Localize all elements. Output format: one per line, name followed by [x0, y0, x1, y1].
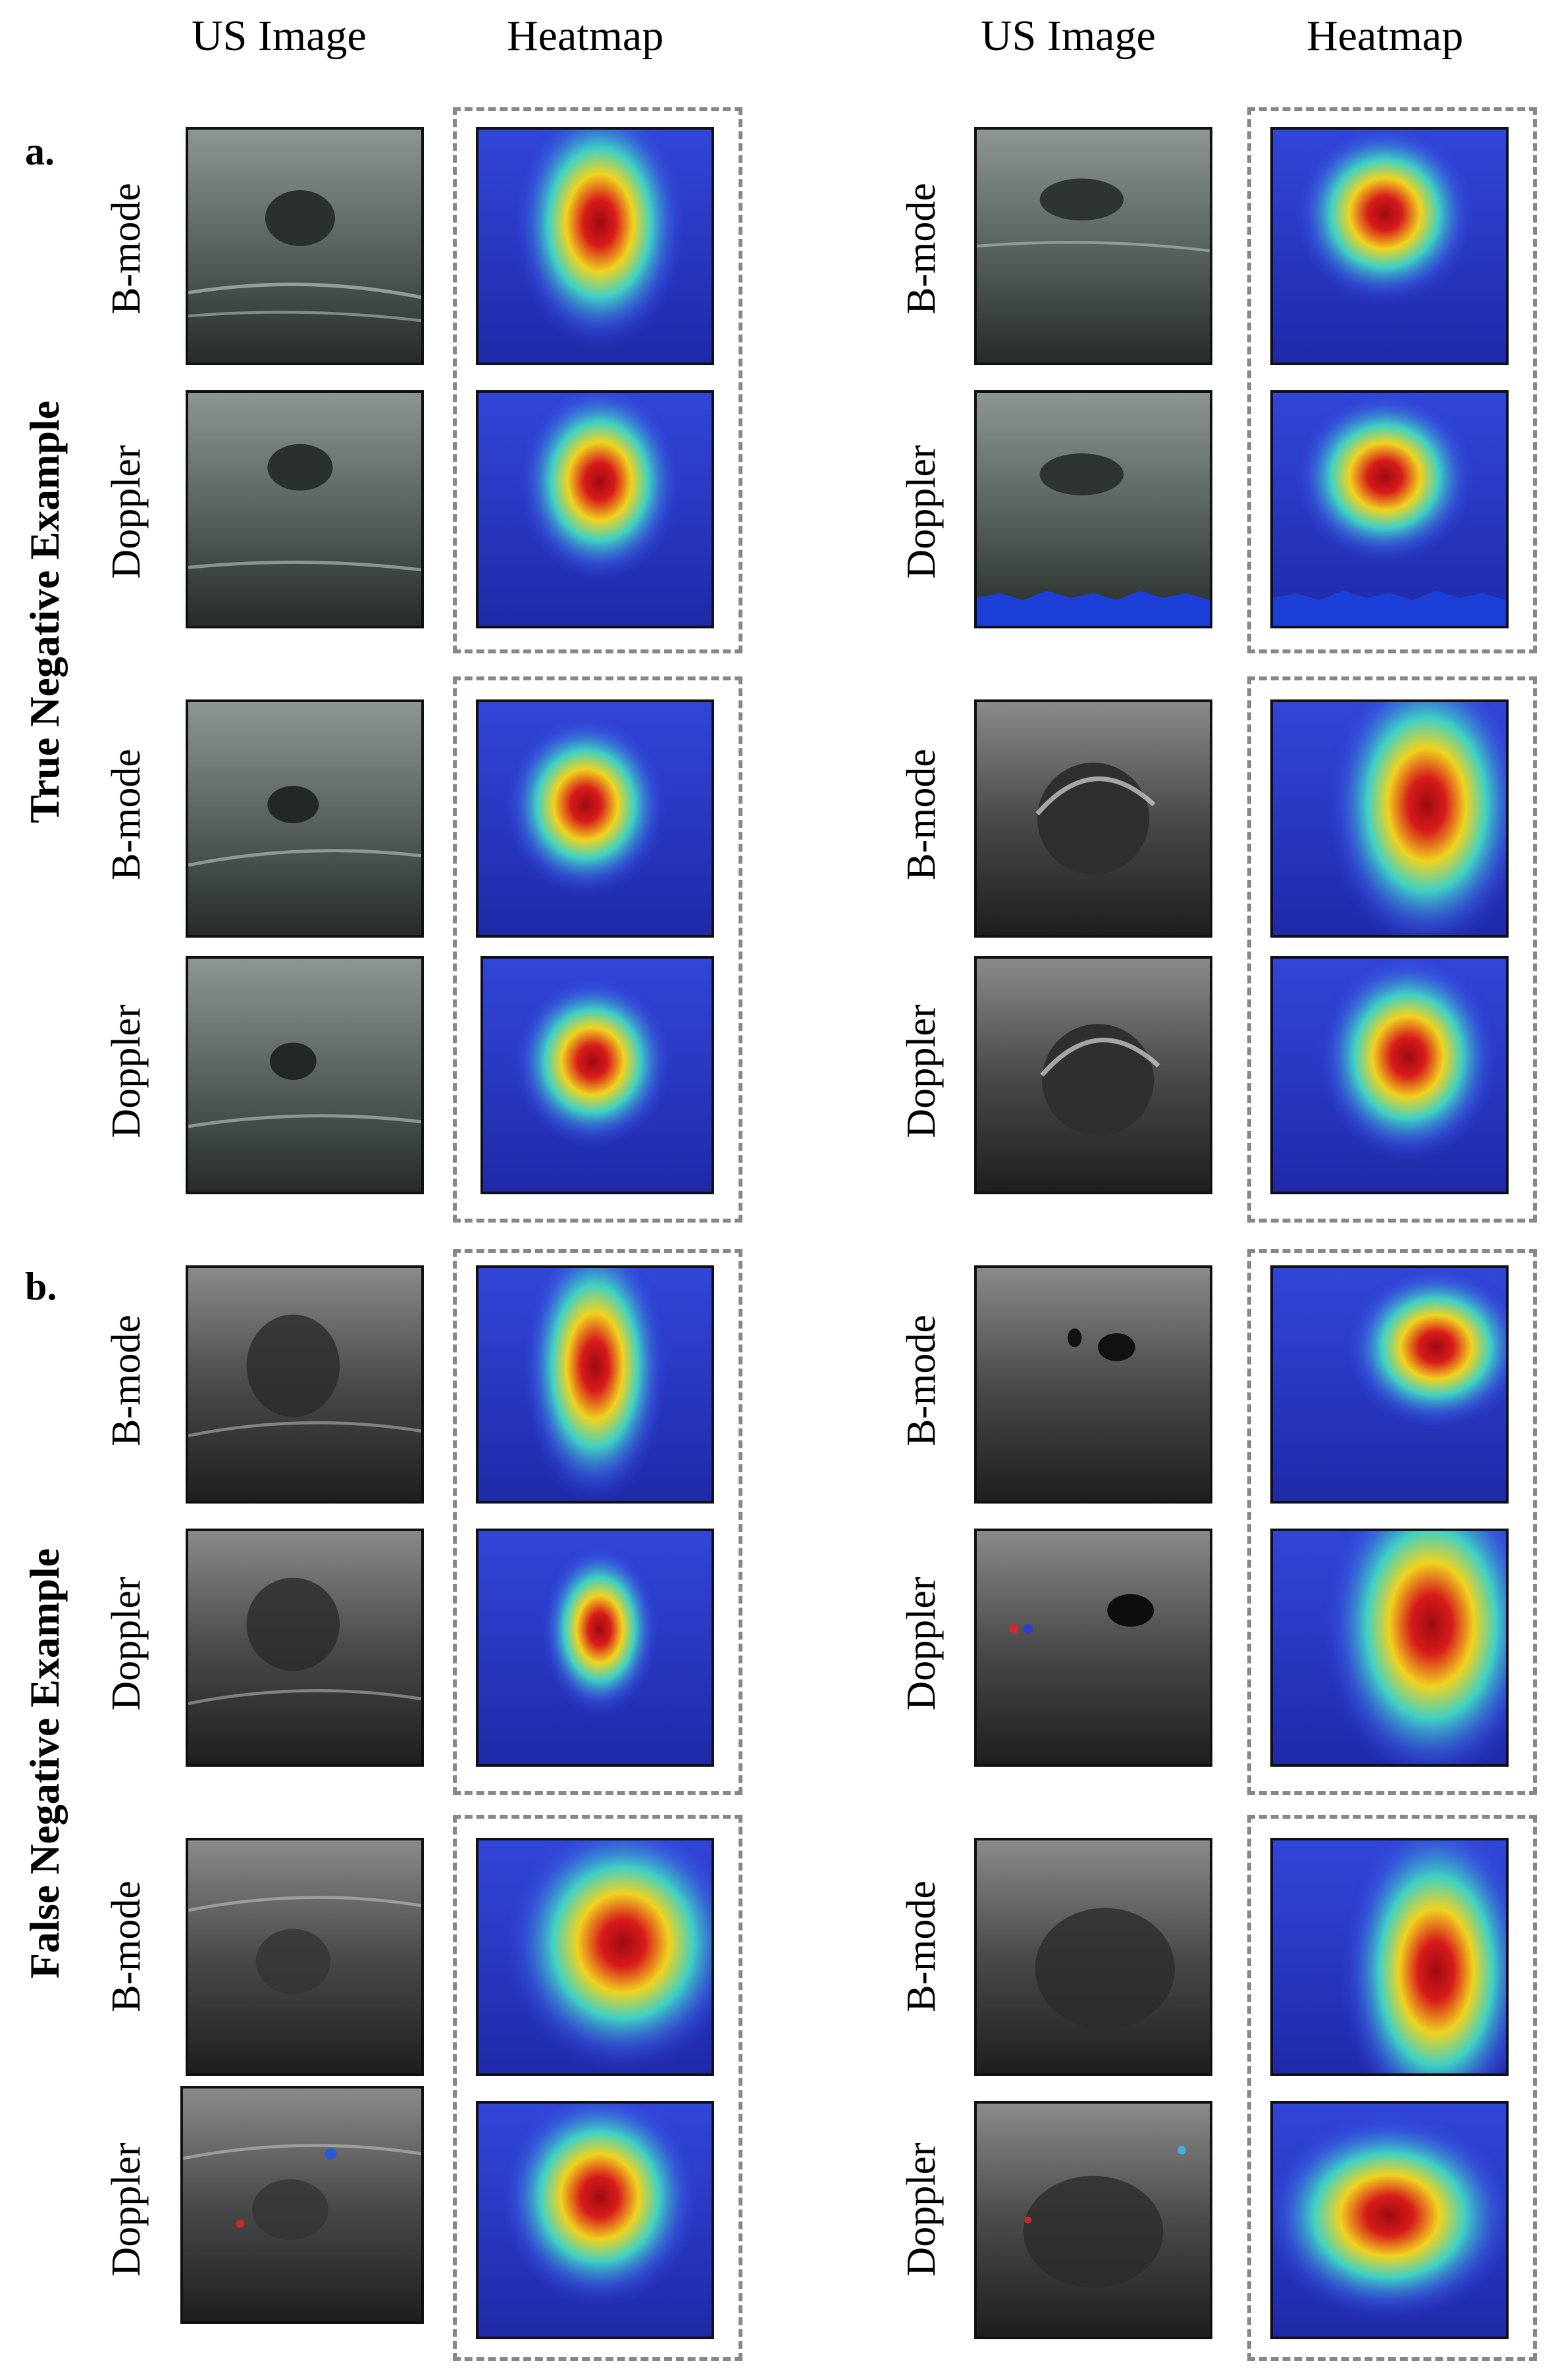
heatmap-image — [1270, 1838, 1509, 2076]
us-image — [974, 1838, 1212, 2076]
us-image — [186, 1838, 424, 2076]
us-image — [180, 2086, 424, 2324]
heatmap-image — [476, 2101, 714, 2339]
heatmap-image — [1270, 1265, 1509, 1504]
us-image — [974, 2101, 1212, 2339]
heatmap-pair-frame — [453, 676, 742, 1223]
heatmap-pair-frame — [1247, 1815, 1537, 2361]
us-image — [186, 1265, 424, 1504]
row-label-bmode: B-mode — [899, 183, 944, 315]
section-a-letter: a. — [25, 130, 55, 173]
row-label-doppler: Doppler — [104, 1577, 149, 1711]
row-label-doppler: Doppler — [104, 445, 149, 579]
heatmap-pair-frame — [453, 107, 742, 653]
section-b-side-label: False Negative Example — [21, 1548, 68, 1979]
us-image — [186, 699, 424, 938]
heatmap-image — [1270, 127, 1509, 365]
us-image — [974, 1529, 1212, 1767]
heatmap-image — [1270, 1529, 1509, 1767]
us-image — [974, 1265, 1212, 1504]
heatmap-image — [476, 127, 714, 365]
us-image — [974, 956, 1212, 1194]
heatmap-image — [480, 956, 714, 1194]
heatmap-pair-frame — [1247, 107, 1537, 653]
header-us-image-right: US Image — [981, 12, 1156, 60]
heatmap-image — [476, 1529, 714, 1767]
header-us-image-left: US Image — [192, 12, 367, 60]
row-label-bmode: B-mode — [104, 1315, 149, 1446]
row-label-bmode: B-mode — [899, 1881, 944, 2012]
section-b-letter: b. — [25, 1265, 57, 1308]
heatmap-image — [476, 1838, 714, 2076]
section-a-side-label: True Negative Example — [21, 400, 68, 824]
us-image — [186, 390, 424, 628]
heatmap-pair-frame — [453, 1249, 742, 1795]
us-image — [186, 1529, 424, 1767]
heatmap-image — [1270, 699, 1509, 938]
heatmap-image — [476, 1265, 714, 1504]
row-label-doppler: Doppler — [899, 2142, 944, 2277]
heatmap-image — [476, 390, 714, 628]
row-label-doppler: Doppler — [104, 1004, 149, 1138]
header-heatmap-left: Heatmap — [507, 12, 664, 60]
heatmap-pair-frame — [453, 1815, 742, 2361]
row-label-bmode: B-mode — [899, 749, 944, 880]
heatmap-image — [476, 699, 714, 938]
row-label-doppler: Doppler — [899, 445, 944, 579]
header-heatmap-right: Heatmap — [1307, 12, 1464, 60]
us-image — [974, 390, 1212, 628]
us-image — [186, 127, 424, 365]
us-image — [186, 956, 424, 1194]
row-label-doppler: Doppler — [899, 1004, 944, 1138]
row-label-doppler: Doppler — [104, 2142, 149, 2277]
us-image — [974, 127, 1212, 365]
heatmap-image — [1270, 2101, 1509, 2339]
row-label-bmode: B-mode — [104, 749, 149, 880]
row-label-doppler: Doppler — [899, 1577, 944, 1711]
row-label-bmode: B-mode — [104, 1881, 149, 2012]
row-label-bmode: B-mode — [104, 183, 149, 315]
row-label-bmode: B-mode — [899, 1315, 944, 1446]
heatmap-image — [1270, 390, 1509, 628]
heatmap-pair-frame — [1247, 1249, 1537, 1795]
heatmap-image — [1270, 956, 1509, 1194]
us-image — [974, 699, 1212, 938]
heatmap-pair-frame — [1247, 676, 1537, 1223]
